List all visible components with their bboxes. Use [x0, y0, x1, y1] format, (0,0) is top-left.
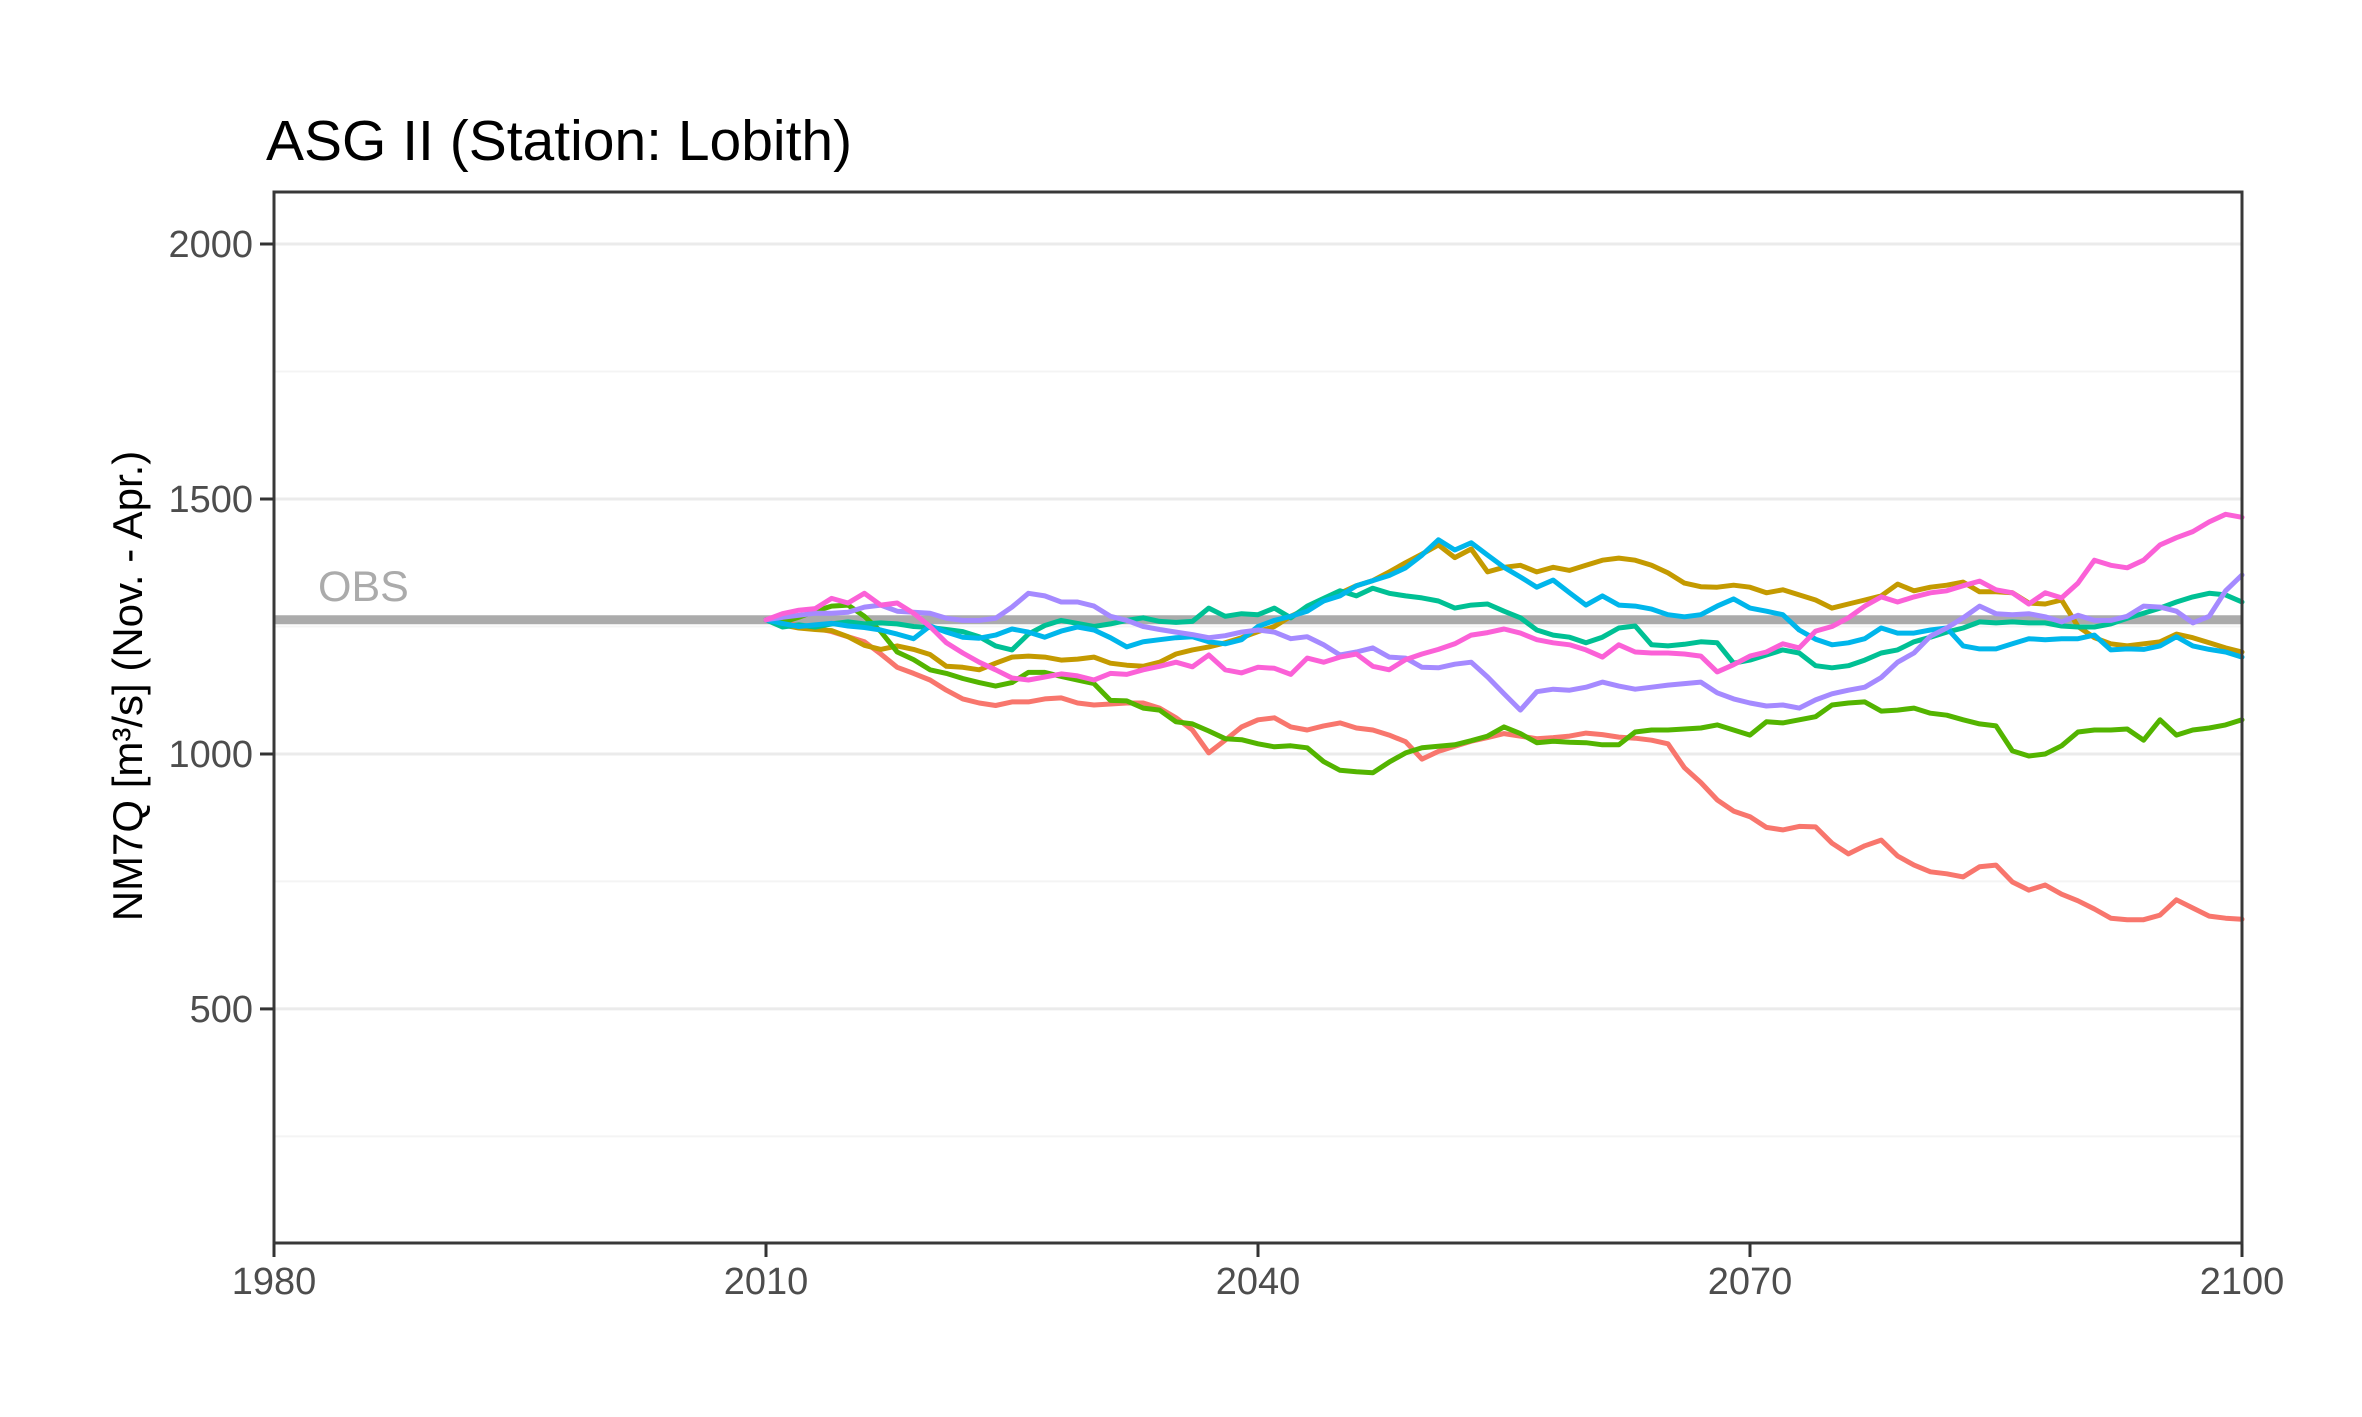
series-line-green: [763, 602, 2245, 776]
y-tick-label: 1000: [168, 734, 253, 776]
series-line-cyan: [763, 537, 2245, 660]
x-tick-label: 2070: [1708, 1261, 1793, 1303]
gridlines-layer: [274, 242, 2242, 1138]
series-line-purple: [763, 572, 2245, 713]
axes-layer: 1980 2010 2040 2070 2100 500 1000 1500 2000: [168, 190, 2285, 1303]
y-tick-label: 2000: [168, 224, 253, 266]
series-line-pink: [763, 511, 2245, 683]
series-line-teal: [763, 585, 2245, 671]
panel-border: [272, 190, 2244, 1245]
chart-title: ASG II (Station: Lobith): [266, 109, 852, 173]
x-tick-label: 1980: [232, 1261, 317, 1303]
y-axis-title: NM7Q [m³/s] (Nov. - Apr.): [104, 451, 151, 922]
x-tick-label: 2100: [2200, 1261, 2285, 1303]
y-tick-label: 1500: [168, 479, 253, 521]
series-line-salmon: [763, 617, 2245, 923]
obs-reference-label: OBS: [318, 563, 409, 611]
series-line-gold: [763, 542, 2245, 673]
y-tick-label: 500: [190, 989, 253, 1031]
x-tick-label: 2010: [724, 1261, 809, 1303]
x-tick-label: 2040: [1216, 1261, 1301, 1303]
data-series-layer: [763, 511, 2245, 923]
